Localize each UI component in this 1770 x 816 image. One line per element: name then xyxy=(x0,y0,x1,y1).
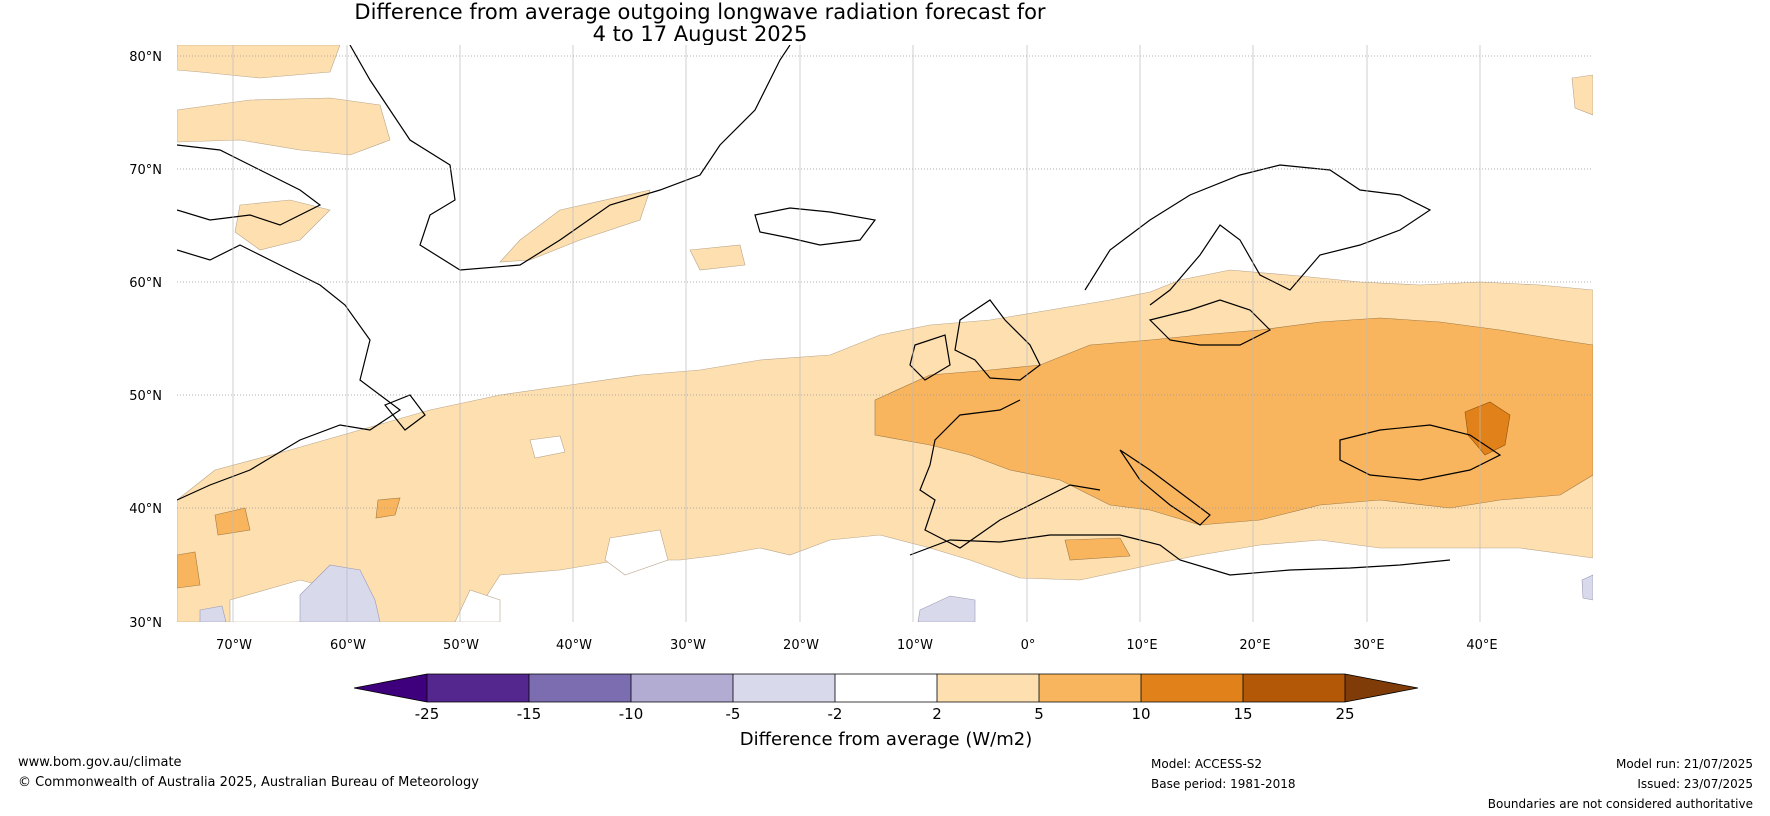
lon-label: 10°W xyxy=(897,638,933,653)
colorbar-segment xyxy=(354,674,427,702)
lon-label: 60°W xyxy=(330,638,366,653)
colorbar-segment xyxy=(733,674,835,702)
anomaly-region-orange-west-1 xyxy=(214,507,251,536)
coastline-greenland xyxy=(349,45,791,271)
coastline-north-africa xyxy=(909,534,1451,576)
map-title-line-2: 4 to 17 August 2025 xyxy=(592,22,808,46)
lon-label: 50°W xyxy=(443,638,479,653)
colorbar-segment xyxy=(529,674,631,702)
colorbar-tick-label: 5 xyxy=(1034,705,1044,723)
lat-label: 30°N xyxy=(129,616,162,631)
anomaly-region-orange-west-2 xyxy=(177,551,201,589)
longitude-labels: 70°W 60°W 50°W 40°W 30°W 20°W 10°W 0° 10… xyxy=(216,638,1498,653)
website-link[interactable]: www.bom.gov.au/climate xyxy=(18,755,182,770)
lat-label: 70°N xyxy=(129,163,162,178)
colorbar-label: Difference from average (W/m2) xyxy=(740,729,1032,750)
colorbar-segment xyxy=(937,674,1039,702)
colorbar-tick-label: -2 xyxy=(828,705,843,723)
colorbar-segment xyxy=(1039,674,1141,702)
coastline-britain xyxy=(954,299,1041,381)
coastline-north-america xyxy=(177,244,402,501)
colorbar-tick-label: 25 xyxy=(1335,705,1354,723)
anomaly-region-purple-africa xyxy=(917,595,976,622)
anomaly-hole-1 xyxy=(529,435,566,459)
base-period-text: Base period: 1981-2018 xyxy=(1151,777,1296,791)
lon-label: 20°E xyxy=(1239,638,1270,653)
lon-label: 30°E xyxy=(1353,638,1384,653)
anomaly-hole-2 xyxy=(604,529,669,576)
issued-text: Issued: 23/07/2025 xyxy=(1637,777,1753,791)
latitude-gridlines xyxy=(177,55,1593,509)
colorbar-segment xyxy=(835,674,937,702)
colorbar-tick-label: -25 xyxy=(415,705,440,723)
anomaly-region-orange-africa xyxy=(1064,537,1131,561)
lon-label: 40°E xyxy=(1466,638,1497,653)
colorbar-segment xyxy=(1345,674,1418,702)
lat-label: 60°N xyxy=(129,276,162,291)
coastline-iceland xyxy=(754,207,877,246)
anomaly-region-purple-west xyxy=(199,605,227,622)
anomaly-region-light-greenland-east xyxy=(499,189,651,263)
colorbar: -25 -15 -10 -5 -2 2 5 10 15 25 Differenc… xyxy=(353,673,1419,750)
coastline-ireland xyxy=(909,334,951,381)
map-title-line-1: Difference from average outgoing longwav… xyxy=(354,0,1046,24)
lon-label: 0° xyxy=(1021,638,1036,653)
colorbar-tick-label: -10 xyxy=(619,705,644,723)
anomaly-region-light-east-edge xyxy=(1571,74,1593,116)
colorbar-tick-labels: -25 -15 -10 -5 -2 2 5 10 15 25 xyxy=(415,705,1355,723)
lon-label: 30°W xyxy=(670,638,706,653)
copyright-text: © Commonwealth of Australia 2025, Austra… xyxy=(18,775,479,790)
lat-label: 80°N xyxy=(129,50,162,65)
lat-label: 40°N xyxy=(129,502,162,517)
lon-label: 70°W xyxy=(216,638,252,653)
coastline-newfoundland xyxy=(384,394,426,431)
lon-label: 40°W xyxy=(556,638,592,653)
coastline-scandinavia xyxy=(1084,164,1432,306)
colorbar-tick-label: -5 xyxy=(726,705,741,723)
anomaly-hole-3 xyxy=(454,589,501,622)
colorbar-segment xyxy=(631,674,733,702)
disclaimer-text: Boundaries are not considered authoritat… xyxy=(1487,797,1753,811)
lon-label: 20°W xyxy=(783,638,819,653)
anomaly-region-purple-east xyxy=(1581,574,1593,601)
coastline-baltic xyxy=(1148,299,1272,346)
coastline-italy xyxy=(1119,449,1211,526)
latitude-labels: 80°N 70°N 60°N 50°N 40°N 30°N xyxy=(129,50,162,631)
model-run-text: Model run: 21/07/2025 xyxy=(1615,757,1753,771)
anomaly-region-light-iceland xyxy=(689,244,746,271)
colorbar-tick-label: -15 xyxy=(517,705,542,723)
model-text: Model: ACCESS-S2 xyxy=(1151,757,1263,771)
colorbar-tick-label: 2 xyxy=(932,705,942,723)
colorbar-tick-label: 15 xyxy=(1233,705,1252,723)
colorbar-segment xyxy=(1141,674,1243,702)
forecast-map: 80°N 70°N 60°N 50°N 40°N 30°N 70°W 60°W … xyxy=(129,45,1593,653)
anomaly-region-purple-atlantic xyxy=(299,564,381,622)
anomaly-region-light-greenland-west xyxy=(177,97,391,156)
colorbar-dividers xyxy=(426,674,1346,702)
coastline-black-sea xyxy=(1339,424,1502,481)
coastlines xyxy=(177,45,1502,576)
colorbar-segment xyxy=(1243,674,1345,702)
lon-label: 10°E xyxy=(1126,638,1157,653)
coastline-europe-west xyxy=(919,399,1101,549)
colorbar-tick-label: 10 xyxy=(1131,705,1150,723)
longitude-gridlines xyxy=(232,45,1481,622)
lat-label: 50°N xyxy=(129,389,162,404)
colorbar-segment xyxy=(427,674,529,702)
anomaly-region-light-arctic xyxy=(177,45,341,79)
